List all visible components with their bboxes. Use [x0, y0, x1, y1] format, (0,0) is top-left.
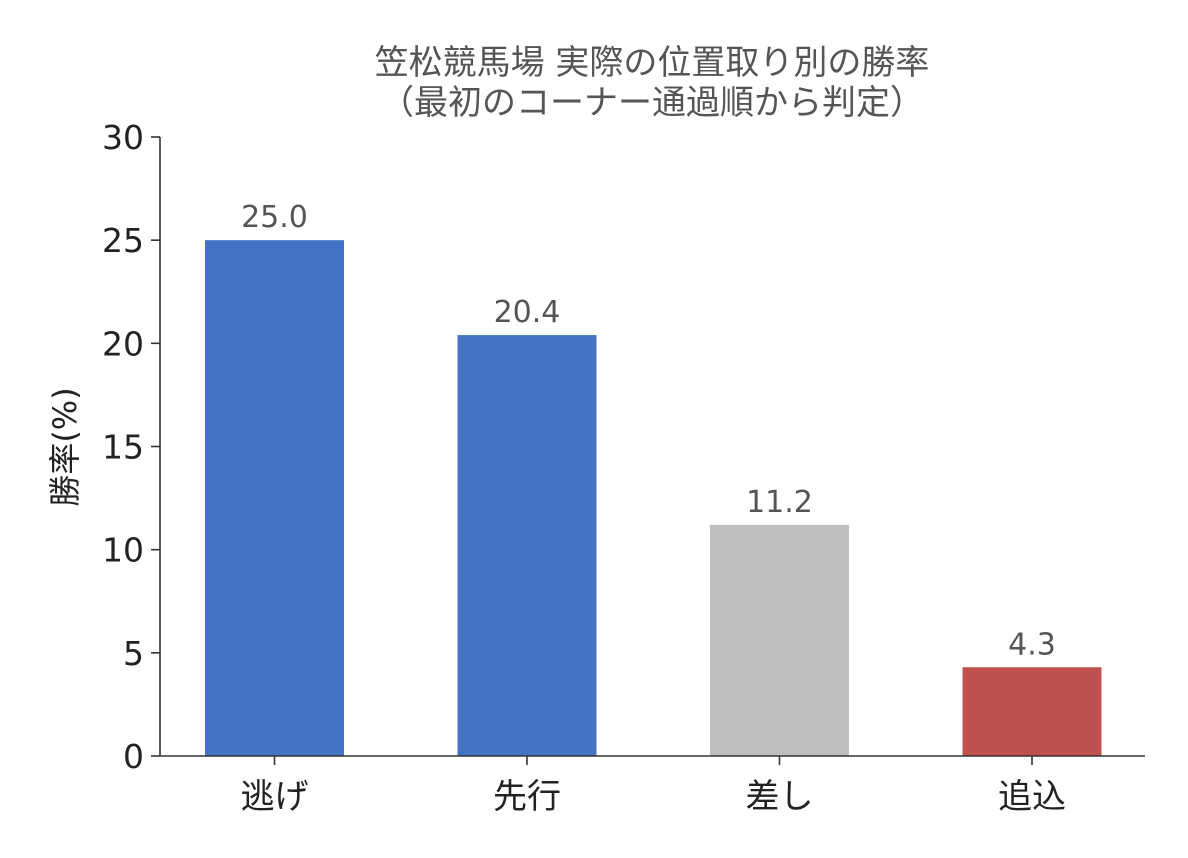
x-category-label-2: 差し — [746, 777, 814, 817]
bar-3 — [962, 667, 1102, 756]
y-axis-label: 勝率(%) — [46, 387, 84, 506]
bar-1 — [457, 335, 597, 756]
y-tick-label-2: 10 — [102, 531, 144, 570]
y-tick-label-6: 30 — [102, 118, 144, 157]
y-tick-label-0: 0 — [123, 737, 144, 776]
bars — [205, 240, 1102, 756]
y-tick-label-1: 5 — [123, 634, 144, 673]
chart-title-line1: 笠松競馬場 実際の位置取り別の勝率 — [375, 43, 930, 83]
x-category-label-3: 追込 — [998, 777, 1066, 817]
y-tick-label-4: 20 — [102, 324, 144, 363]
data-label-3: 4.3 — [1008, 627, 1056, 662]
data-label-2: 11.2 — [746, 485, 813, 520]
data-label-1: 20.4 — [494, 295, 561, 330]
bar-0 — [205, 240, 344, 756]
bar-2 — [710, 524, 849, 756]
y-tick-label-5: 25 — [102, 221, 144, 260]
y-axis-ticks: 0 5 10 15 20 25 30 — [102, 118, 160, 776]
x-category-label-1: 先行 — [493, 777, 561, 817]
y-tick-label-3: 15 — [102, 428, 144, 467]
x-category-label-0: 逃げ — [241, 777, 309, 817]
data-labels: 25.0 20.4 11.2 4.3 — [241, 200, 1056, 662]
x-axis-categories: 逃げ 先行 差し 追込 — [241, 756, 1066, 817]
data-label-0: 25.0 — [241, 200, 308, 235]
chart-title-line2: （最初のコーナー通過順から判定） — [380, 83, 924, 123]
